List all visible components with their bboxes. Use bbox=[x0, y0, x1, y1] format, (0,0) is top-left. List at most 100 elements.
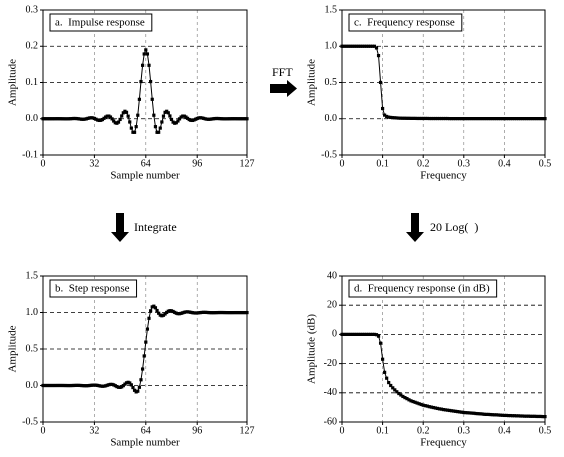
data-point bbox=[179, 311, 183, 315]
data-point bbox=[240, 310, 244, 315]
data-point bbox=[171, 120, 175, 124]
data-point bbox=[441, 116, 446, 121]
x-axis-label: Sample number bbox=[110, 170, 180, 182]
data-point bbox=[60, 117, 64, 121]
data-point bbox=[43, 383, 47, 388]
data-point bbox=[137, 97, 141, 101]
data-point bbox=[121, 111, 125, 115]
data-point bbox=[185, 116, 190, 120]
data-point bbox=[230, 117, 235, 121]
fft-label: FFT bbox=[272, 65, 293, 79]
y-tick-label: 0.2 bbox=[26, 41, 39, 52]
data-point bbox=[387, 115, 391, 119]
data-point bbox=[238, 117, 243, 121]
data-point bbox=[91, 116, 95, 120]
data-point bbox=[75, 383, 79, 387]
data-point bbox=[397, 116, 401, 120]
data-point bbox=[443, 116, 448, 121]
data-point bbox=[120, 385, 124, 389]
data-point bbox=[344, 332, 348, 336]
data-point bbox=[139, 378, 143, 382]
data-point bbox=[87, 383, 92, 388]
data-point bbox=[468, 117, 472, 121]
data-point bbox=[417, 402, 421, 406]
data-point bbox=[352, 332, 356, 336]
data-point bbox=[210, 117, 214, 121]
data-point bbox=[126, 380, 130, 384]
data-point bbox=[216, 116, 220, 121]
y-axis-label: Amplitude (dB) bbox=[306, 314, 318, 384]
data-point bbox=[89, 383, 93, 387]
data-point bbox=[107, 114, 111, 118]
data-point bbox=[470, 117, 474, 121]
title-box bbox=[348, 279, 498, 298]
fft-arrow bbox=[270, 80, 297, 97]
y-tick-label: 20 bbox=[327, 299, 337, 310]
data-point bbox=[92, 116, 97, 121]
data-point bbox=[136, 389, 140, 393]
data-point bbox=[47, 117, 52, 121]
y-tick-label: -60 bbox=[324, 416, 337, 427]
data-point bbox=[443, 408, 448, 412]
data-point bbox=[395, 390, 399, 394]
data-point bbox=[128, 120, 132, 124]
data-point bbox=[100, 384, 105, 388]
data-point bbox=[238, 310, 243, 315]
data-point bbox=[531, 414, 535, 418]
data-point bbox=[383, 370, 387, 374]
data-point bbox=[397, 391, 401, 396]
y-axis-label: Amplitude bbox=[7, 59, 19, 106]
data-point bbox=[142, 52, 146, 56]
data-point bbox=[401, 116, 405, 120]
data-point bbox=[496, 117, 500, 121]
data-point bbox=[399, 116, 403, 120]
data-point bbox=[496, 413, 500, 417]
data-point bbox=[177, 312, 182, 316]
data-point bbox=[71, 383, 76, 388]
data-point bbox=[381, 357, 385, 361]
data-point bbox=[81, 384, 85, 388]
data-point bbox=[150, 305, 154, 309]
data-point bbox=[500, 413, 504, 417]
x-tick-label: 32 bbox=[89, 158, 99, 169]
db-arrow bbox=[406, 213, 424, 242]
data-point bbox=[395, 116, 399, 120]
data-point bbox=[452, 117, 456, 121]
data-point bbox=[242, 117, 246, 121]
data-point bbox=[166, 309, 170, 313]
data-point bbox=[123, 382, 127, 386]
data-point bbox=[405, 116, 409, 120]
data-point bbox=[431, 116, 435, 121]
data-point bbox=[421, 116, 425, 121]
data-point bbox=[100, 117, 105, 122]
data-point bbox=[163, 312, 167, 316]
integrate-arrow bbox=[111, 213, 129, 242]
data-point bbox=[519, 414, 523, 418]
data-point bbox=[96, 118, 100, 122]
data-point bbox=[62, 383, 66, 388]
data-point bbox=[144, 48, 148, 52]
data-point bbox=[76, 117, 80, 121]
x-tick-label: 96 bbox=[192, 425, 202, 436]
x-tick-label: 64 bbox=[141, 158, 151, 169]
data-point bbox=[385, 376, 389, 380]
data-point bbox=[376, 54, 381, 58]
data-point bbox=[492, 413, 496, 417]
y-tick-label: -40 bbox=[324, 387, 337, 398]
data-point bbox=[348, 332, 352, 336]
data-point bbox=[129, 126, 133, 130]
data-point bbox=[480, 412, 484, 416]
data-point bbox=[150, 97, 154, 101]
data-point bbox=[364, 332, 368, 336]
data-point bbox=[155, 308, 159, 313]
data-point bbox=[458, 117, 462, 121]
data-point bbox=[197, 311, 201, 315]
data-point bbox=[79, 383, 84, 388]
data-point bbox=[54, 117, 58, 121]
data-point bbox=[126, 114, 130, 118]
data-point bbox=[193, 311, 198, 315]
data-point bbox=[224, 117, 228, 121]
data-point bbox=[89, 116, 93, 120]
data-point bbox=[401, 394, 405, 399]
data-point bbox=[517, 414, 521, 418]
